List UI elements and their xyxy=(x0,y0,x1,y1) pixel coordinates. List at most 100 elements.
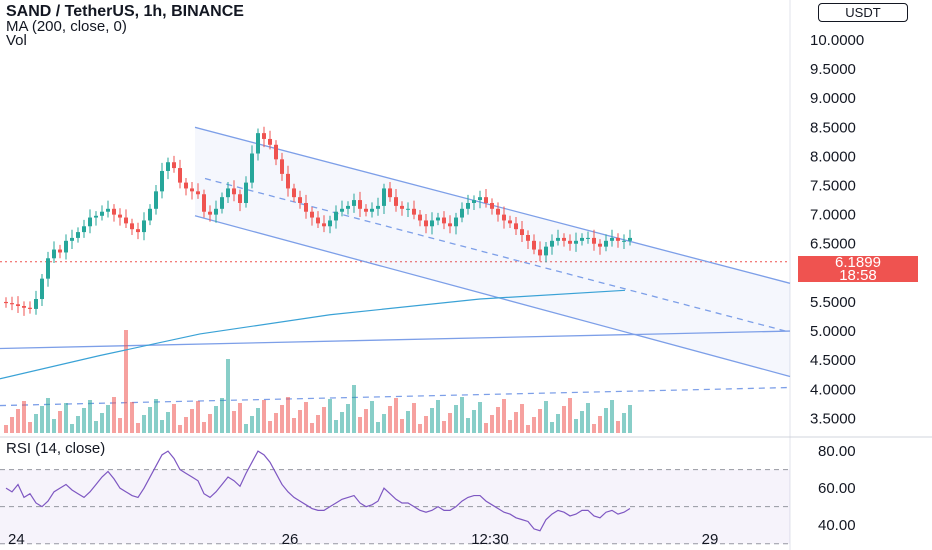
price-tick-label: 4.5000 xyxy=(810,352,856,369)
volume-bar xyxy=(166,412,170,433)
candle-body xyxy=(196,191,200,195)
time-tick-label: 26 xyxy=(282,531,299,548)
candle-body xyxy=(88,217,92,227)
candle-body xyxy=(64,240,68,253)
candle-body xyxy=(532,240,536,250)
volume-bar xyxy=(88,400,92,433)
ma-indicator-label: MA (200, close, 0) xyxy=(6,18,127,35)
candle-body xyxy=(598,243,602,247)
volume-bar xyxy=(154,399,158,433)
candle-body xyxy=(382,188,386,206)
volume-bar xyxy=(496,407,500,433)
time-tick-label: 24 xyxy=(8,531,25,548)
volume-bar xyxy=(10,417,14,433)
chart-title: SAND / TetherUS, 1h, BINANCE xyxy=(6,3,244,20)
candle-body xyxy=(166,162,170,171)
volume-indicator-label: Vol xyxy=(6,32,27,49)
candle-body xyxy=(556,237,560,241)
candle-body xyxy=(118,214,122,218)
volume-bar xyxy=(352,385,356,433)
candle-body xyxy=(454,217,458,227)
volume-bar xyxy=(298,410,302,433)
volume-bar xyxy=(502,399,506,433)
volume-bar xyxy=(238,403,242,433)
candle-body xyxy=(310,211,314,218)
volume-bar xyxy=(424,416,428,433)
candle-body xyxy=(436,217,440,221)
candle-body xyxy=(568,240,572,244)
volume-bar xyxy=(190,409,194,433)
rsi-panel xyxy=(0,450,790,545)
candle-body xyxy=(28,307,32,309)
volume-bar xyxy=(76,416,80,433)
time-tick-label: 29 xyxy=(702,531,719,548)
volume-bar xyxy=(274,413,278,433)
candle-body xyxy=(106,208,110,212)
volume-bar xyxy=(592,424,596,433)
candle-body xyxy=(502,214,506,221)
volume-bar xyxy=(484,423,488,433)
candle-body xyxy=(172,162,176,169)
volume-bar xyxy=(532,417,536,433)
candle-body xyxy=(448,223,452,227)
candle-body xyxy=(592,237,596,244)
channel-lower-line xyxy=(194,215,791,378)
candle-body xyxy=(178,168,182,183)
candle-body xyxy=(364,208,368,212)
candle-body xyxy=(184,182,188,189)
volume-bar xyxy=(430,408,434,433)
volume-bar xyxy=(598,416,602,433)
bar-countdown: 18:58 xyxy=(839,266,877,284)
volume-bar xyxy=(508,420,512,433)
candle-body xyxy=(424,220,428,227)
candle-body xyxy=(238,194,242,203)
candle-body xyxy=(142,220,146,233)
volume-bar xyxy=(250,416,254,433)
candle-body xyxy=(514,223,518,230)
volume-bars xyxy=(4,330,632,433)
candle-body xyxy=(316,217,320,224)
current-price-badge: 6.1899 18:58 xyxy=(798,253,918,284)
candle-body xyxy=(136,229,140,233)
volume-bar xyxy=(544,401,548,433)
volume-bar xyxy=(118,418,122,433)
volume-bar xyxy=(322,407,326,433)
volume-bar xyxy=(616,421,620,433)
price-tick-label: 7.5000 xyxy=(810,178,856,195)
volume-bar xyxy=(64,403,68,433)
candle-body xyxy=(16,304,20,307)
time-axis: 24 26 12:30 29 xyxy=(8,531,718,548)
volume-bar xyxy=(622,413,626,433)
volume-bar xyxy=(70,424,74,433)
volume-bar xyxy=(376,422,380,433)
volume-bar xyxy=(196,401,200,433)
volume-bar xyxy=(628,405,632,433)
volume-bar xyxy=(466,418,470,433)
volume-bar xyxy=(418,424,422,433)
volume-bar xyxy=(382,414,386,433)
candle-body xyxy=(496,208,500,215)
candle-body xyxy=(586,237,590,239)
candle-body xyxy=(370,208,374,212)
candle-body xyxy=(292,188,296,198)
volume-bar xyxy=(268,421,272,433)
volume-bar xyxy=(100,413,104,433)
volume-bar xyxy=(58,411,62,433)
current-price-value: 6.1899 xyxy=(835,253,881,271)
candle-body xyxy=(268,138,272,145)
volume-bar xyxy=(610,400,614,433)
volume-bar xyxy=(178,425,182,433)
descending-channel xyxy=(0,126,791,407)
candle-body xyxy=(274,144,278,160)
volume-bar xyxy=(256,408,260,433)
candle-body xyxy=(466,202,470,209)
currency-button[interactable]: USDT xyxy=(818,3,908,22)
price-tick-label: 6.5000 xyxy=(810,236,856,253)
price-tick-label: 9.0000 xyxy=(810,90,856,107)
volume-bar xyxy=(136,423,140,433)
price-tick-label: 9.5000 xyxy=(810,61,856,78)
candle-body xyxy=(148,208,152,221)
candle-body xyxy=(220,197,224,209)
